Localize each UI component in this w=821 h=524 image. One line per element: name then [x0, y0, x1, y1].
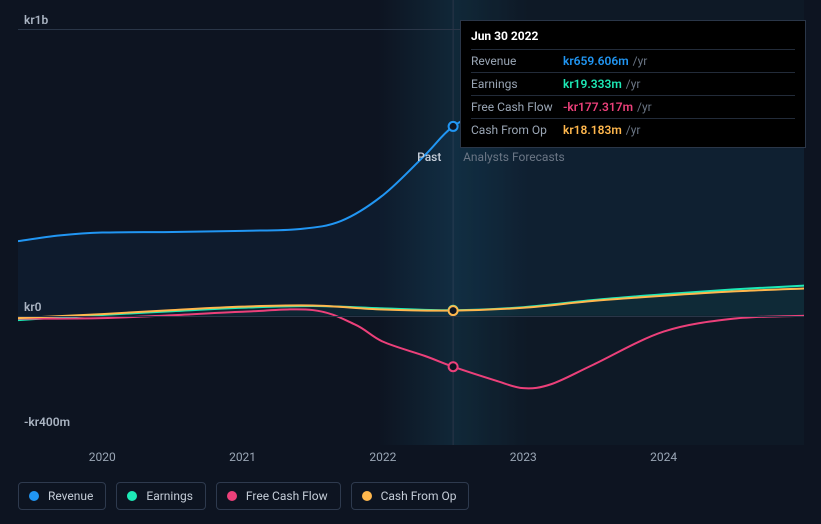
tooltip-row-value: kr659.606m — [563, 52, 629, 70]
legend-item-label: Cash From Op — [381, 489, 457, 503]
y-axis-tick-label: kr0 — [24, 300, 42, 314]
tooltip-row: Free Cash Flow-kr177.317m/yr — [471, 95, 795, 118]
tooltip-row-label: Free Cash Flow — [471, 98, 563, 116]
past-label: Past — [417, 150, 441, 164]
tooltip-row: Cash From Opkr18.183m/yr — [471, 118, 795, 141]
legend-item-cfo[interactable]: Cash From Op — [351, 482, 470, 510]
tooltip-row: Revenuekr659.606m/yr — [471, 49, 795, 72]
x-axis-tick-label: 2024 — [650, 450, 677, 464]
x-axis-tick-label: 2020 — [89, 450, 116, 464]
tooltip: Jun 30 2022 Revenuekr659.606m/yrEarnings… — [460, 20, 806, 148]
y-axis-tick-label: -kr400m — [24, 415, 70, 429]
legend-item-label: Free Cash Flow — [246, 489, 328, 503]
tooltip-row-unit: /yr — [637, 98, 652, 116]
legend-item-label: Earnings — [146, 489, 193, 503]
tooltip-row-label: Cash From Op — [471, 121, 563, 139]
tooltip-row-value: kr18.183m — [563, 121, 622, 139]
tooltip-row-label: Earnings — [471, 75, 563, 93]
tooltip-row-value: -kr177.317m — [563, 98, 633, 116]
legend-dot-icon — [227, 491, 237, 501]
tooltip-row-unit: /yr — [626, 75, 641, 93]
legend-item-label: Revenue — [48, 489, 93, 503]
tooltip-row-unit: /yr — [633, 52, 648, 70]
chart-container: kr1b kr0 -kr400m 2020 2021 2022 2023 2024 Past… — [0, 0, 821, 524]
y-axis-tick-label: kr1b — [24, 13, 48, 27]
tooltip-row-label: Revenue — [471, 52, 563, 70]
legend-item-revenue[interactable]: Revenue — [18, 482, 106, 510]
forecast-label: Analysts Forecasts — [463, 150, 565, 164]
x-axis-tick-label: 2021 — [229, 450, 256, 464]
legend: Revenue Earnings Free Cash Flow Cash From O… — [18, 482, 469, 510]
x-axis-tick-label: 2023 — [510, 450, 537, 464]
legend-dot-icon — [29, 491, 39, 501]
x-axis-tick-label: 2022 — [369, 450, 396, 464]
legend-dot-icon — [362, 491, 372, 501]
tooltip-row: Earningskr19.333m/yr — [471, 72, 795, 95]
grid-line — [18, 316, 804, 317]
legend-dot-icon — [127, 491, 137, 501]
tooltip-row-unit: /yr — [626, 121, 641, 139]
legend-item-fcf[interactable]: Free Cash Flow — [216, 482, 341, 510]
tooltip-date: Jun 30 2022 — [471, 25, 795, 49]
tooltip-row-value: kr19.333m — [563, 75, 622, 93]
legend-item-earnings[interactable]: Earnings — [116, 482, 206, 510]
